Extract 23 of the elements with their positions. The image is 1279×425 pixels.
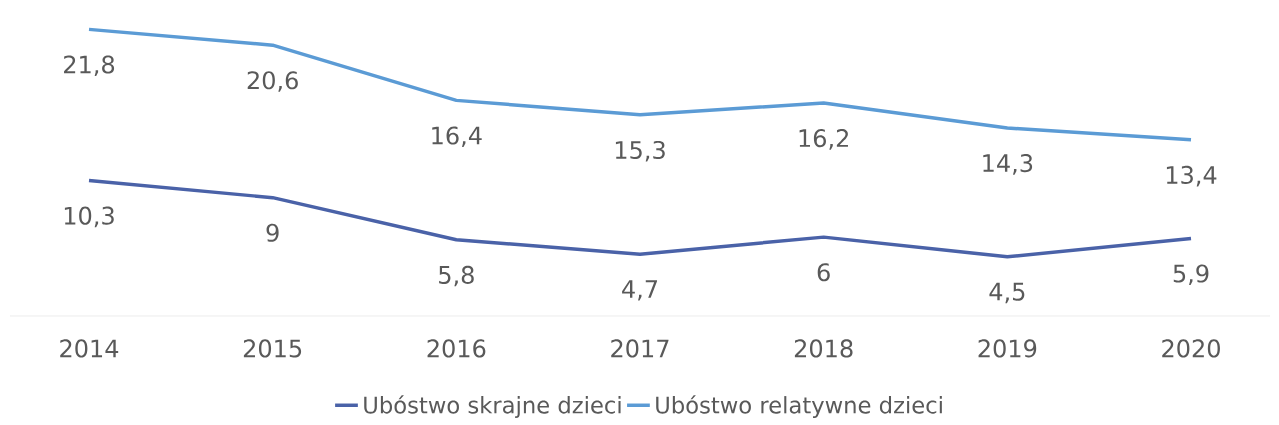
x-tick-label: 2016 [427, 339, 486, 358]
data-label: 20,6 [247, 71, 298, 92]
data-label: 5,8 [439, 265, 474, 287]
x-tick-label: 2020 [1162, 339, 1220, 358]
data-label: 4,5 [989, 282, 1025, 304]
x-tick-label: 2014 [60, 339, 119, 358]
x-tick-label: 2017 [611, 339, 669, 358]
data-label: 14,3 [983, 154, 1033, 175]
data-label: 6 [817, 263, 830, 282]
data-label: 5,9 [1173, 264, 1209, 286]
x-tick-label: 2019 [978, 339, 1037, 358]
legend-label: Ubóstwo skrajne dzieci [364, 395, 621, 419]
data-label: 16,2 [799, 129, 848, 150]
data-label: 21,8 [64, 55, 115, 77]
x-tick-label: 2018 [794, 339, 853, 358]
data-label: 9 [266, 223, 279, 242]
data-label: 16,4 [432, 126, 482, 148]
x-tick-label: 2015 [243, 339, 302, 358]
data-label: 10,3 [64, 206, 114, 228]
data-label: 4,7 [622, 280, 658, 301]
data-label: 15,3 [615, 140, 665, 162]
legend-label: Ubóstwo relatywne dzieci [656, 395, 942, 419]
data-label: 13,4 [1166, 165, 1217, 187]
